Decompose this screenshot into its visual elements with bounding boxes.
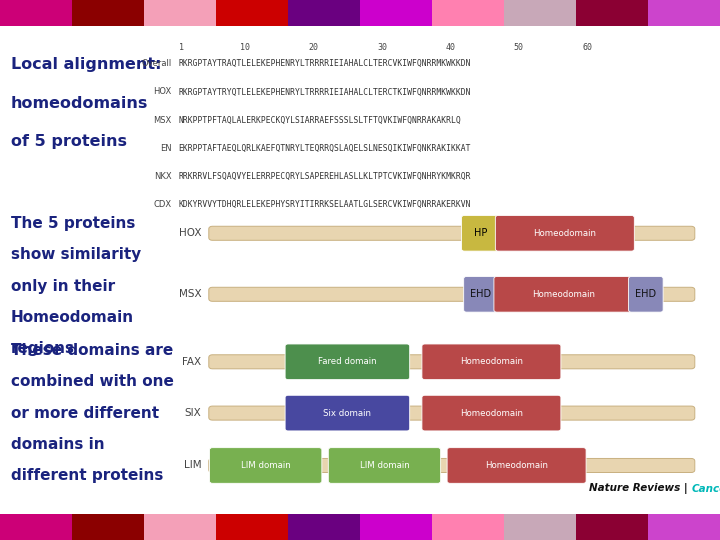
Bar bbox=[648, 514, 720, 540]
Bar bbox=[504, 514, 576, 540]
Text: SIX: SIX bbox=[185, 408, 202, 418]
FancyBboxPatch shape bbox=[494, 276, 633, 312]
Bar bbox=[0, 0, 72, 26]
Text: Homeodomain: Homeodomain bbox=[460, 357, 523, 366]
Text: Homeodomain: Homeodomain bbox=[11, 310, 134, 325]
FancyBboxPatch shape bbox=[422, 344, 561, 380]
Text: FAX: FAX bbox=[182, 357, 202, 367]
Text: RKRGPTAYTRYQTLELEKEPHENRYLTRRRRIEIAHALCLTERCTKIWFQNRRMKWKKDN: RKRGPTAYTRYQTLELEKEPHENRYLTRRRRIEIAHALCL… bbox=[179, 87, 471, 97]
Text: Local alignment:: Local alignment: bbox=[11, 57, 161, 72]
Text: 20: 20 bbox=[308, 43, 318, 52]
FancyBboxPatch shape bbox=[422, 395, 561, 431]
Text: LIM domain: LIM domain bbox=[359, 461, 410, 470]
Text: EKRPPTAFTAEQLQRLKAEFQTNRYLTEQRRQSLAQELSLNESQIKIWFQNKRAKIKKAT: EKRPPTAFTAEQLQRLKAEFQTNRYLTEQRRQSLAQELSL… bbox=[179, 144, 471, 153]
Text: Homeodomain: Homeodomain bbox=[534, 229, 596, 238]
Bar bbox=[144, 0, 216, 26]
Bar bbox=[216, 514, 288, 540]
FancyBboxPatch shape bbox=[462, 215, 500, 251]
Text: 1: 1 bbox=[179, 43, 184, 52]
Bar bbox=[288, 514, 360, 540]
Bar bbox=[576, 0, 648, 26]
Text: 50: 50 bbox=[514, 43, 523, 52]
Text: Homeodomain: Homeodomain bbox=[532, 290, 595, 299]
Bar bbox=[360, 0, 432, 26]
Bar bbox=[576, 514, 648, 540]
Text: HOX: HOX bbox=[179, 228, 202, 238]
Text: LIM: LIM bbox=[184, 461, 202, 470]
Text: RKRGPTAYTRAQTLELEKEPHENRYLTRRRRIEIAHALCLTERCVKIWFQNRRMKWKKDN: RKRGPTAYTRAQTLELEKEPHENRYLTRRRRIEIAHALCL… bbox=[179, 59, 471, 69]
Text: homeodomains: homeodomains bbox=[11, 96, 148, 111]
Text: show similarity: show similarity bbox=[11, 247, 141, 262]
FancyBboxPatch shape bbox=[209, 355, 695, 369]
FancyBboxPatch shape bbox=[209, 287, 695, 301]
FancyBboxPatch shape bbox=[209, 226, 695, 240]
Text: Overall: Overall bbox=[141, 59, 171, 69]
FancyBboxPatch shape bbox=[209, 458, 695, 472]
Bar bbox=[288, 0, 360, 26]
Text: The 5 proteins: The 5 proteins bbox=[11, 216, 135, 231]
FancyBboxPatch shape bbox=[209, 406, 695, 420]
Text: NKX: NKX bbox=[154, 172, 171, 181]
Text: EN: EN bbox=[160, 144, 171, 153]
Bar bbox=[216, 0, 288, 26]
Text: of 5 proteins: of 5 proteins bbox=[11, 134, 127, 150]
Text: Nature Reviews |: Nature Reviews | bbox=[589, 483, 691, 494]
Bar bbox=[360, 514, 432, 540]
Text: or more different: or more different bbox=[11, 406, 159, 421]
Text: RRKRRVLFSQAQVYELERRPECQRYLSAPEREHLASLLKLTPTCVKIWFQNHRYKMKRQR: RRKRRVLFSQAQVYELERRPECQRYLSAPEREHLASLLKL… bbox=[179, 172, 471, 181]
Bar bbox=[432, 514, 504, 540]
Text: domains in: domains in bbox=[11, 437, 104, 452]
FancyBboxPatch shape bbox=[285, 395, 410, 431]
Text: EHD: EHD bbox=[470, 289, 492, 299]
FancyBboxPatch shape bbox=[629, 276, 663, 312]
Bar bbox=[72, 0, 144, 26]
FancyBboxPatch shape bbox=[210, 448, 322, 483]
FancyBboxPatch shape bbox=[495, 215, 634, 251]
FancyBboxPatch shape bbox=[464, 276, 498, 312]
Text: only in their: only in their bbox=[11, 279, 115, 294]
Bar bbox=[144, 514, 216, 540]
Text: Homeodomain: Homeodomain bbox=[485, 461, 548, 470]
Text: HOX: HOX bbox=[153, 87, 171, 97]
Text: EHD: EHD bbox=[635, 289, 657, 299]
Bar bbox=[504, 0, 576, 26]
Bar bbox=[0, 514, 72, 540]
Text: These domains are: These domains are bbox=[11, 343, 173, 358]
Text: 30: 30 bbox=[377, 43, 387, 52]
Text: regions: regions bbox=[11, 341, 75, 356]
Text: HP: HP bbox=[474, 228, 487, 238]
Text: different proteins: different proteins bbox=[11, 468, 163, 483]
Text: MSX: MSX bbox=[153, 116, 171, 125]
Text: 10: 10 bbox=[240, 43, 250, 52]
Text: NRKPPTPFTAQLALERKPECKQYLSIARRAEFSSSLSLTFTQVKIWFQNRRAKAKRLQ: NRKPPTPFTAQLALERKPECKQYLSIARRAEFSSSLSLTF… bbox=[179, 116, 462, 125]
Bar bbox=[432, 0, 504, 26]
Bar bbox=[72, 514, 144, 540]
Bar bbox=[648, 0, 720, 26]
Text: 40: 40 bbox=[445, 43, 455, 52]
Text: CDX: CDX bbox=[153, 200, 171, 209]
Text: MSX: MSX bbox=[179, 289, 202, 299]
Text: combined with one: combined with one bbox=[11, 374, 174, 389]
Text: Six domain: Six domain bbox=[323, 409, 372, 417]
Text: Homeodomain: Homeodomain bbox=[460, 409, 523, 417]
FancyBboxPatch shape bbox=[328, 448, 441, 483]
Text: Fared domain: Fared domain bbox=[318, 357, 377, 366]
FancyBboxPatch shape bbox=[285, 344, 410, 380]
FancyBboxPatch shape bbox=[447, 448, 586, 483]
Text: Cancer: Cancer bbox=[691, 484, 720, 494]
Text: LIM domain: LIM domain bbox=[240, 461, 291, 470]
Text: 60: 60 bbox=[582, 43, 592, 52]
Text: KDKYRVVYTDHQRLELEKEPHYSRYITIRRKSЕLAATLGLSERCVKIWFQNRRAKERKVN: KDKYRVVYTDHQRLELEKEPHYSRYITIRRKSЕLAATLGL… bbox=[179, 200, 471, 209]
